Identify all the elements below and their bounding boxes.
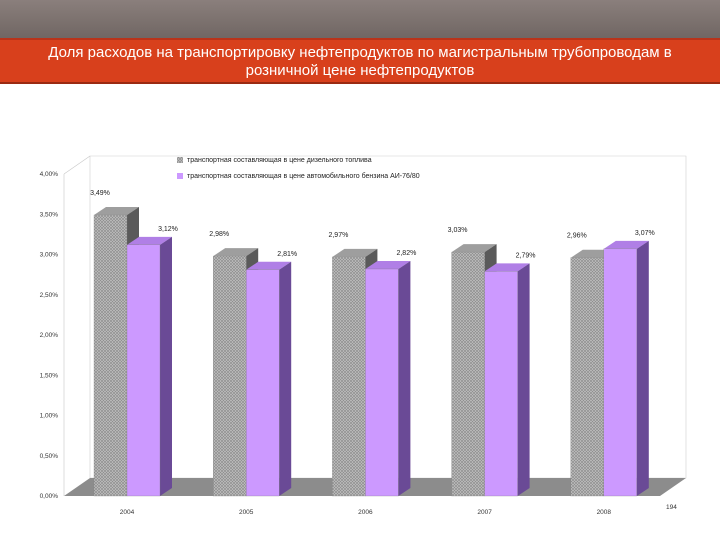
bar: [570, 257, 604, 497]
chart-title: Доля расходов на транспортировку нефтепр…: [48, 44, 672, 79]
y-tick-label: 1,00%: [40, 413, 59, 420]
y-tick-label: 3,00%: [40, 252, 59, 259]
bar-top: [332, 248, 378, 257]
legend-swatch: [177, 173, 183, 179]
data-label: 3,07%: [635, 230, 655, 237]
bar-top: [603, 240, 649, 249]
bar-top: [213, 248, 259, 257]
bar: [451, 251, 485, 497]
data-label: 2,98%: [209, 231, 229, 238]
y-tick-label: 2,50%: [40, 292, 59, 299]
x-tick-label: 2005: [239, 509, 254, 516]
x-tick-label: 2006: [358, 509, 373, 516]
chart-side-edge: [63, 155, 91, 175]
top-bar: [0, 0, 720, 40]
bar-top: [127, 236, 172, 245]
bar: [93, 214, 128, 497]
bar: [246, 269, 280, 497]
y-tick-label: 1,50%: [40, 372, 59, 379]
x-tick-label: 2007: [477, 509, 492, 516]
page-number: 194: [666, 504, 677, 511]
data-label: 3,12%: [158, 226, 178, 233]
bar: [484, 271, 518, 497]
data-label: 2,81%: [277, 251, 297, 258]
bar: [332, 256, 366, 497]
legend-label: транспортная составляющая в цене автомоб…: [187, 172, 420, 180]
y-tick-label: 4,00%: [40, 171, 59, 178]
data-label: 2,82%: [396, 250, 416, 257]
legend-swatch: [177, 157, 183, 163]
bar: [213, 255, 247, 497]
y-tick-label: 3,50%: [40, 211, 59, 218]
data-label: 3,49%: [90, 190, 110, 197]
bar: [126, 244, 161, 497]
bar-top: [94, 207, 139, 216]
legend-label: транспортная составляющая в цене дизельн…: [187, 157, 372, 164]
data-label: 2,97%: [328, 232, 348, 239]
title-banner: Доля расходов на транспортировку нефтепр…: [0, 38, 720, 84]
bar-top: [365, 260, 411, 269]
bar-side: [279, 261, 292, 496]
bar: [603, 248, 637, 497]
bar-top: [484, 263, 530, 272]
bar-top: [451, 244, 497, 253]
data-label: 2,79%: [516, 252, 536, 259]
x-tick-label: 2004: [120, 509, 135, 516]
y-tick-label: 0,00%: [40, 493, 59, 500]
data-label: 3,03%: [448, 227, 468, 234]
bar-top: [246, 261, 292, 270]
bar-side: [517, 263, 530, 496]
y-tick-label: 2,00%: [40, 332, 59, 339]
bar-side: [160, 236, 172, 496]
bar-side: [636, 240, 649, 496]
data-label: 2,96%: [567, 233, 587, 240]
bar-side: [398, 260, 411, 496]
bar: [365, 268, 399, 497]
y-tick-label: 0,50%: [40, 453, 59, 460]
x-tick-label: 2008: [597, 509, 612, 516]
